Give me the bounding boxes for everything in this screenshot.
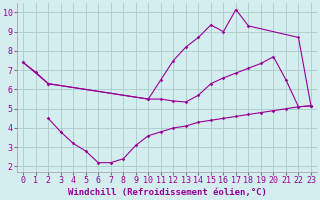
X-axis label: Windchill (Refroidissement éolien,°C): Windchill (Refroidissement éolien,°C) (68, 188, 267, 197)
